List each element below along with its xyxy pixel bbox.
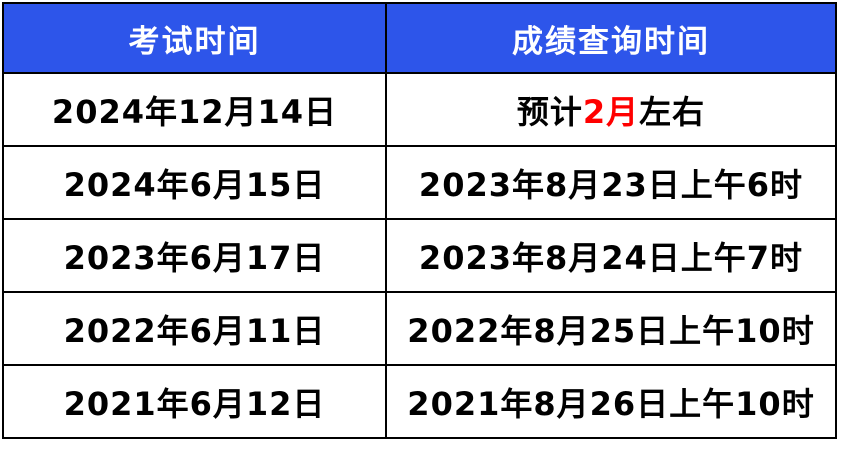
column-header-exam-time: 考试时间: [2, 2, 387, 74]
table-row: 2024年12月14日 预计2月左右: [2, 72, 837, 147]
cell-text: 2021年6月12日: [63, 384, 326, 423]
cell-text: 2022年6月11日: [63, 311, 326, 350]
table-cell: 2024年6月15日: [2, 145, 387, 220]
cell-text: 2022年8月25日上午10时: [407, 311, 815, 350]
table-row: 2022年6月11日 2022年8月25日上午10时: [2, 291, 837, 366]
cell-text: 2021年8月26日上午10时: [407, 384, 815, 423]
header-row: 考试时间 成绩查询时间: [2, 2, 837, 74]
cell-text: 2024年12月14日: [51, 92, 338, 131]
column-header-score-query-time: 成绩查询时间: [385, 2, 837, 74]
table-cell: 2023年8月23日上午6时: [385, 145, 837, 220]
table-cell: 2021年8月26日上午10时: [385, 364, 837, 439]
table-cell: 2023年6月17日: [2, 218, 387, 293]
cell-text: 2023年8月24日上午7时: [418, 238, 804, 277]
table-cell: 2023年8月24日上午7时: [385, 218, 837, 293]
table-row: 2021年6月12日 2021年8月26日上午10时: [2, 364, 837, 439]
table-cell: 2022年8月25日上午10时: [385, 291, 837, 366]
cell-text: 2024年6月15日: [63, 165, 326, 204]
exam-schedule-table: 考试时间 成绩查询时间 2024年12月14日 预计2月左右 2024年6月15日 2…: [2, 2, 837, 439]
table-cell: 预计2月左右: [385, 72, 837, 147]
table-header: 考试时间 成绩查询时间: [2, 2, 837, 74]
table-row: 2023年6月17日 2023年8月24日上午7时: [2, 218, 837, 293]
table-row: 2024年6月15日 2023年8月23日上午6时: [2, 145, 837, 220]
cell-text: 预计: [516, 92, 583, 131]
table-body: 2024年12月14日 预计2月左右 2024年6月15日 2023年8月23日上午6…: [2, 72, 837, 439]
table-cell: 2022年6月11日: [2, 291, 387, 366]
table-cell: 2021年6月12日: [2, 364, 387, 439]
highlighted-text: 2月: [582, 92, 640, 131]
cell-text: 2023年8月23日上午6时: [418, 165, 804, 204]
cell-text: 左右: [639, 92, 706, 131]
cell-text: 2023年6月17日: [63, 238, 326, 277]
table-cell: 2024年12月14日: [2, 72, 387, 147]
